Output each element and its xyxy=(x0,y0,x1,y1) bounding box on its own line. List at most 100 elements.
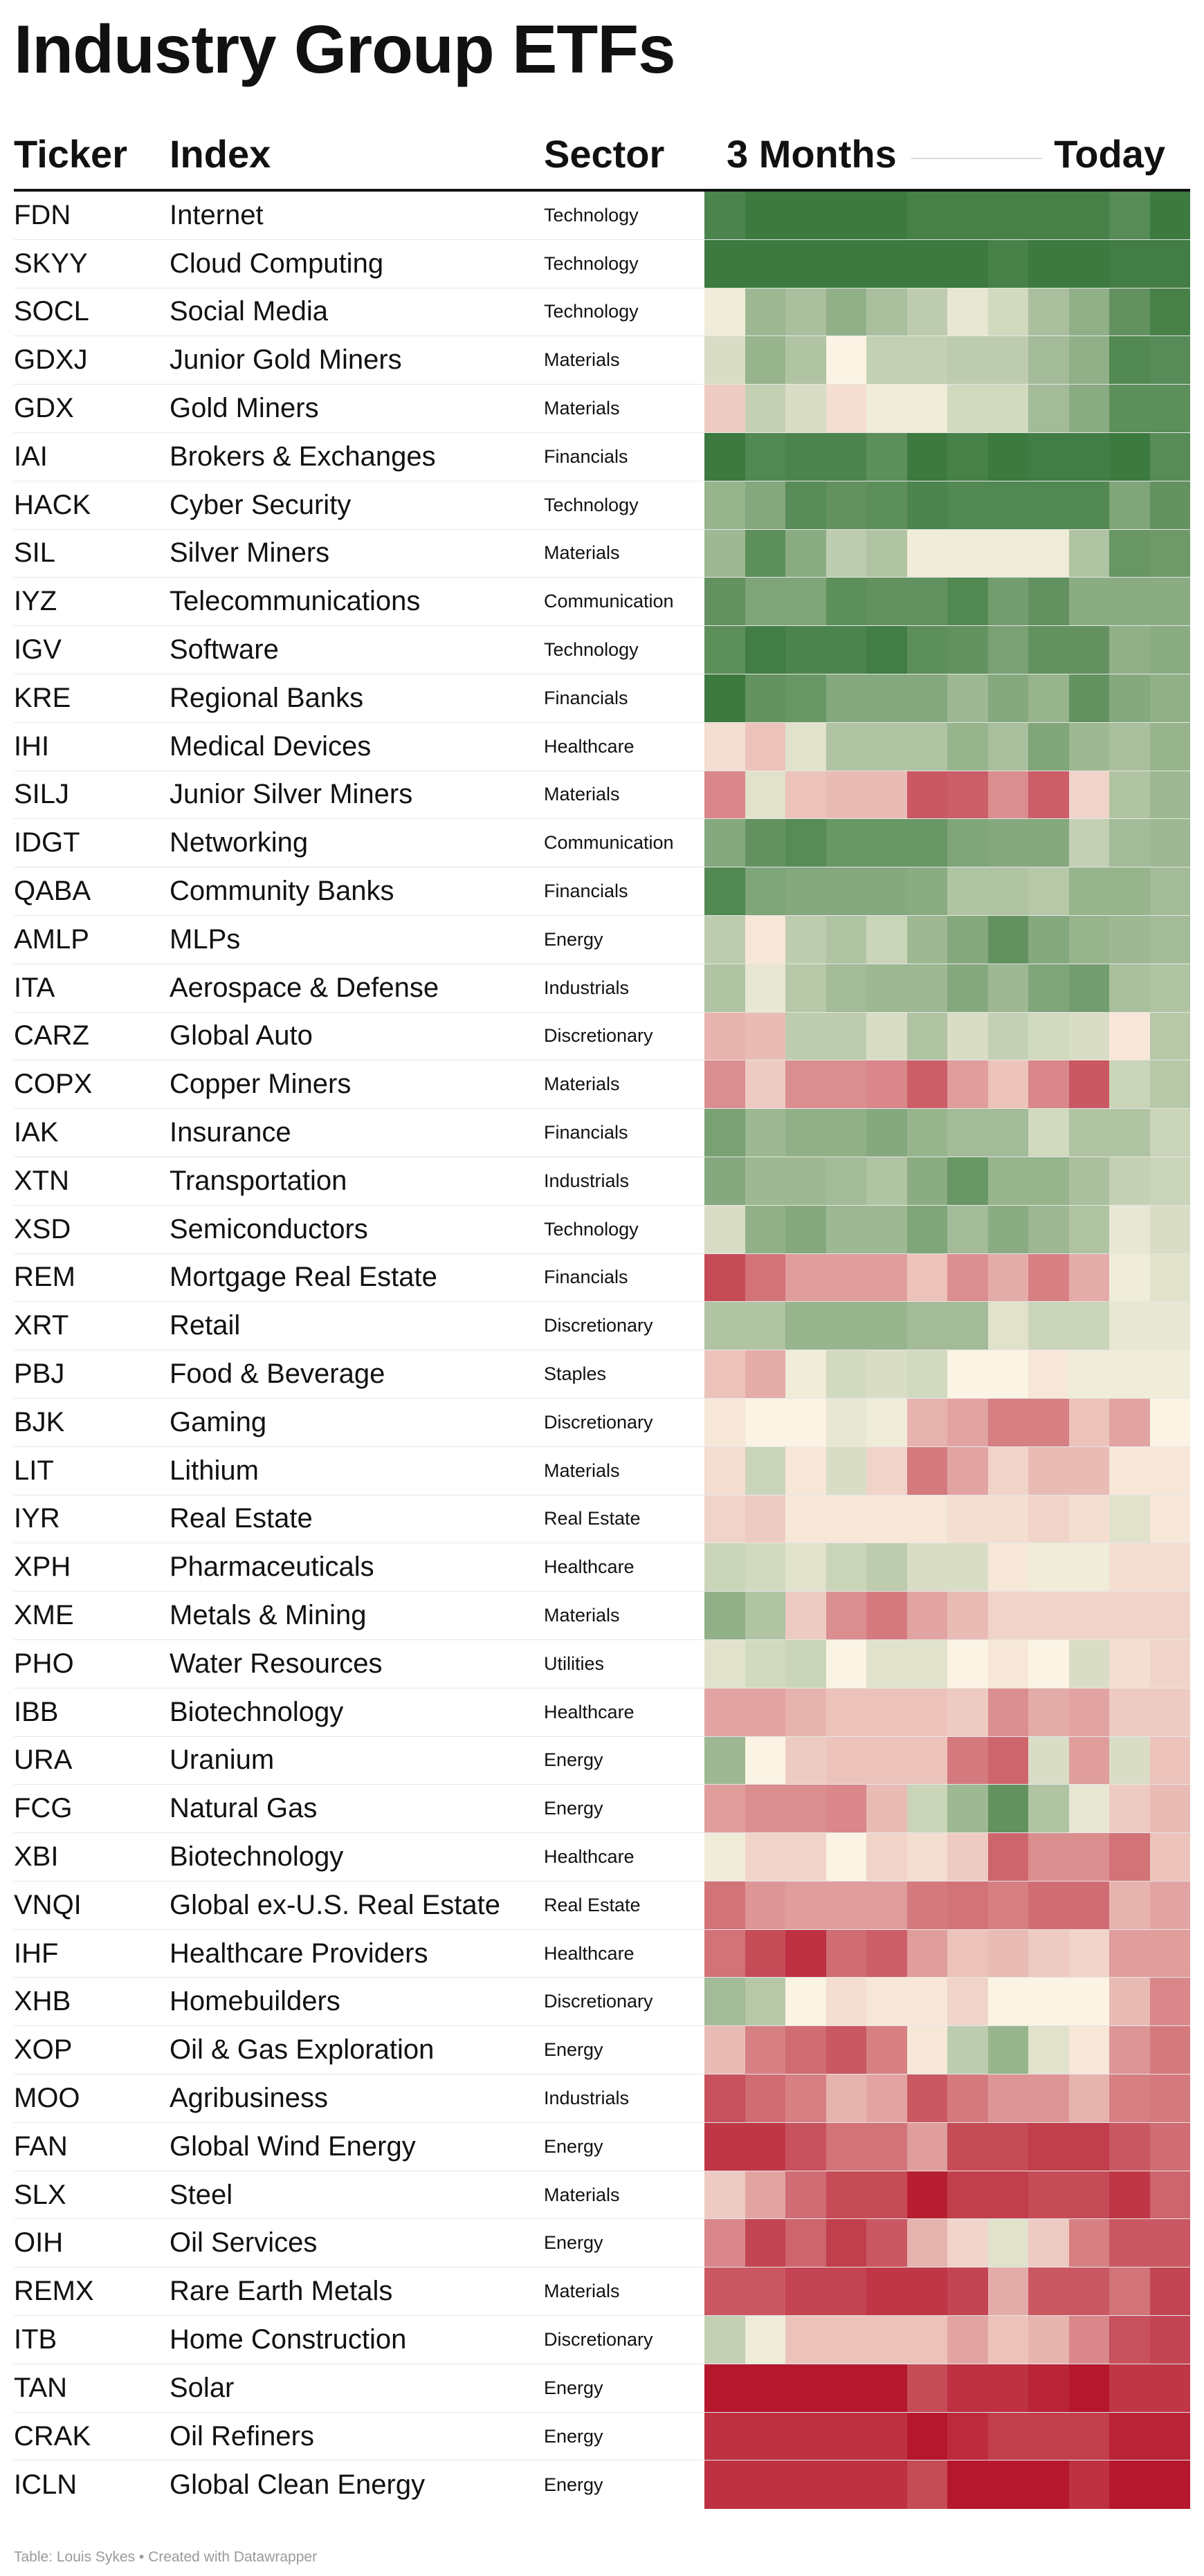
heat-cell xyxy=(1028,1833,1069,1881)
heat-cell xyxy=(947,336,988,385)
heat-cell xyxy=(947,1446,988,1495)
heat-cell xyxy=(947,722,988,771)
table-row: REM Mortgage Real Estate Financials xyxy=(14,1253,1190,1303)
heat-cell xyxy=(1109,1012,1150,1060)
heat-strip xyxy=(704,915,1190,964)
heat-cell xyxy=(1028,2460,1069,2510)
sector-cell: Technology xyxy=(544,204,639,226)
heat-cell xyxy=(785,481,826,529)
ticker-cell: IAI xyxy=(14,441,48,472)
heat-cell xyxy=(987,578,1028,626)
heat-cell xyxy=(1149,1446,1190,1495)
heat-cell xyxy=(866,1592,907,1639)
index-cell: Social Media xyxy=(170,296,329,327)
heat-cell xyxy=(704,578,745,626)
sector-cell: Materials xyxy=(544,2184,620,2205)
heat-cell xyxy=(1028,529,1069,578)
heat-strip xyxy=(704,2364,1190,2412)
heat-cell xyxy=(1109,1157,1150,1205)
heat-cell xyxy=(866,2412,907,2460)
heat-strip xyxy=(704,1495,1190,1543)
index-cell: Internet xyxy=(170,199,264,230)
heat-cell xyxy=(947,626,988,674)
column-header-ticker[interactable]: Ticker xyxy=(14,132,127,176)
heat-cell xyxy=(785,2412,826,2460)
heat-cell xyxy=(826,336,866,385)
heat-cell xyxy=(826,1592,866,1639)
heat-strip xyxy=(704,2219,1190,2267)
ticker-cell: FAN xyxy=(14,2131,68,2162)
heat-cell xyxy=(1028,1543,1069,1592)
heat-strip xyxy=(704,336,1190,385)
ticker-cell: XOP xyxy=(14,2034,73,2066)
heat-strip xyxy=(704,722,1190,771)
ticker-cell: XPH xyxy=(14,1552,71,1583)
heat-cell xyxy=(947,192,988,239)
heat-cell xyxy=(1068,1688,1109,1736)
heat-cell xyxy=(987,771,1028,819)
sector-cell: Financials xyxy=(544,687,628,708)
index-cell: Transportation xyxy=(170,1165,347,1196)
ticker-cell: IAK xyxy=(14,1117,59,1148)
heat-cell xyxy=(1068,336,1109,385)
heat-cell xyxy=(1149,1543,1190,1592)
heat-cell xyxy=(1028,1978,1069,2026)
index-cell: Global Auto xyxy=(170,1020,313,1051)
heat-cell xyxy=(947,867,988,915)
sector-cell: Discretionary xyxy=(544,1991,653,2012)
heat-cell xyxy=(906,1736,947,1785)
heat-cell xyxy=(1149,288,1190,336)
heat-cell xyxy=(826,1688,866,1736)
heat-cell xyxy=(1149,2267,1190,2316)
heat-cell xyxy=(1028,2171,1069,2219)
column-header-sector[interactable]: Sector xyxy=(544,132,665,176)
heat-cell xyxy=(785,529,826,578)
heat-cell xyxy=(947,819,988,867)
heat-strip xyxy=(704,1543,1190,1592)
heat-cell xyxy=(1068,2122,1109,2171)
heat-cell xyxy=(987,192,1028,239)
sector-cell: Real Estate xyxy=(544,1508,641,1529)
heat-cell xyxy=(1068,1157,1109,1205)
heat-cell xyxy=(1109,2316,1150,2364)
ticker-cell: SKYY xyxy=(14,248,88,279)
heat-cell xyxy=(906,385,947,432)
heat-cell xyxy=(906,1109,947,1157)
heat-cell xyxy=(866,1060,907,1109)
heat-cell xyxy=(866,336,907,385)
heat-cell xyxy=(987,819,1028,867)
table-row: ITA Aerospace & Defense Industrials xyxy=(14,964,1190,1013)
table-row: IDGT Networking Communication xyxy=(14,819,1190,868)
heat-strip xyxy=(704,385,1190,432)
sector-cell: Healthcare xyxy=(544,1846,635,1867)
heat-cell xyxy=(785,2364,826,2412)
heat-cell xyxy=(745,239,785,288)
heat-cell xyxy=(1028,1881,1069,1929)
index-cell: Natural Gas xyxy=(170,1793,318,1824)
sector-cell: Industrials xyxy=(544,977,630,998)
heat-cell xyxy=(1028,1350,1069,1398)
heat-cell xyxy=(704,1253,745,1302)
heat-cell xyxy=(785,1446,826,1495)
heat-cell xyxy=(906,1060,947,1109)
heat-cell xyxy=(1149,1929,1190,1978)
table-row: SKYY Cloud Computing Technology xyxy=(14,239,1190,288)
heat-cell xyxy=(1149,1978,1190,2026)
heat-cell xyxy=(1028,867,1069,915)
heat-cell xyxy=(1028,481,1069,529)
heat-cell xyxy=(785,2026,826,2074)
heat-cell xyxy=(745,481,785,529)
heat-cell xyxy=(866,674,907,722)
heat-cell xyxy=(1068,674,1109,722)
heat-cell xyxy=(1109,2171,1150,2219)
ticker-cell: FCG xyxy=(14,1793,73,1824)
index-cell: Solar xyxy=(170,2372,235,2403)
heat-cell xyxy=(947,578,988,626)
heat-cell xyxy=(704,2122,745,2171)
heat-cell xyxy=(1028,578,1069,626)
heat-cell xyxy=(1149,2412,1190,2460)
column-header-index[interactable]: Index xyxy=(170,132,271,176)
heat-cell xyxy=(745,1302,785,1350)
heat-cell xyxy=(947,1109,988,1157)
heat-cell xyxy=(826,1157,866,1205)
